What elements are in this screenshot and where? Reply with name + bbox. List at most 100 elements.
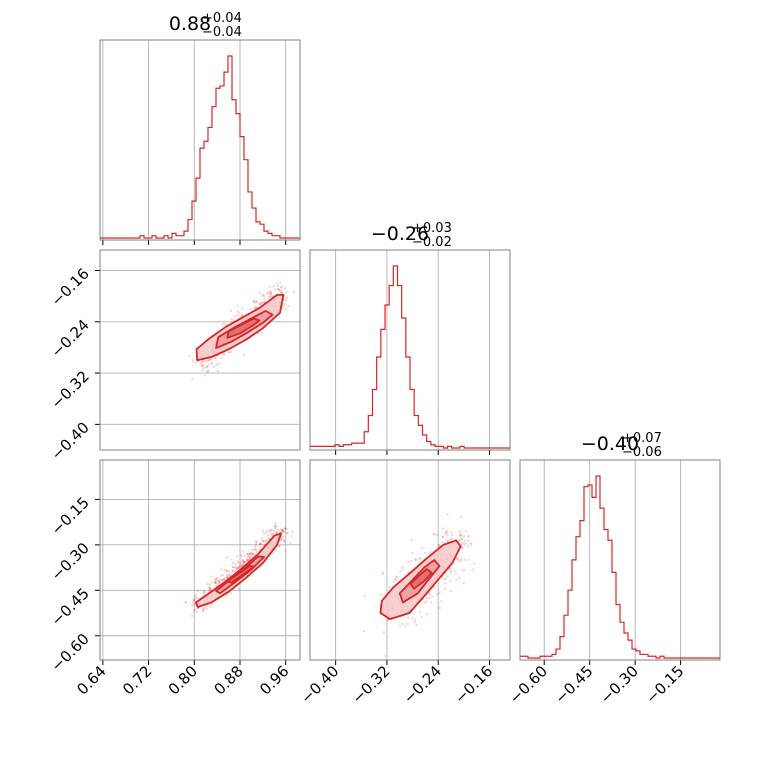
scatter-point: [251, 548, 254, 551]
scatter-point: [214, 579, 218, 582]
scatter-point: [207, 590, 210, 593]
scatter-point: [240, 561, 243, 564]
scatter-point: [455, 578, 458, 581]
scatter-point: [433, 586, 436, 589]
scatter-point: [263, 542, 266, 545]
scatter-point: [464, 542, 467, 545]
scatter-point: [265, 529, 268, 532]
scatter-point: [423, 601, 426, 604]
scatter-point: [192, 598, 196, 601]
scatter-point: [445, 571, 448, 575]
panel-title-lower-error: −0.02: [412, 235, 452, 250]
scatter-point: [243, 561, 246, 564]
scatter-point: [444, 530, 448, 533]
scatter-point: [444, 577, 448, 580]
panel-title-lower-error: −0.06: [622, 445, 662, 460]
scatter-point: [255, 300, 258, 304]
scatter-panel-param-3-vs-2: −0.40 −0.32 −0.24 −0.16: [297, 459, 511, 707]
scatter-point: [237, 566, 240, 569]
scatter-point: [446, 534, 449, 537]
scatter-point: [431, 595, 434, 598]
scatter-point: [223, 353, 226, 356]
scatter-point: [279, 281, 282, 284]
scatter-point: [247, 554, 250, 557]
scatter-point: [206, 604, 210, 607]
scatter-point: [262, 294, 265, 297]
scatter-point: [247, 558, 250, 561]
scatter-point: [410, 538, 413, 541]
density-contour: [409, 568, 433, 590]
scatter-point: [249, 552, 252, 555]
x-tick-label: −0.24: [400, 662, 445, 707]
scatter-point: [210, 362, 213, 365]
scatter-point: [463, 558, 467, 561]
scatter-point: [463, 568, 466, 571]
scatter-point: [281, 529, 284, 532]
scatter-point: [398, 624, 401, 627]
scatter-point: [213, 580, 216, 584]
scatter-point: [225, 594, 228, 598]
scatter-point: [425, 613, 429, 616]
scatter-point: [284, 526, 287, 529]
scatter-point: [427, 596, 431, 600]
scatter-point: [443, 577, 446, 580]
scatter-point: [462, 582, 465, 585]
scatter-point: [451, 534, 454, 537]
scatter-point: [443, 587, 446, 590]
scatter-point: [204, 605, 207, 608]
scatter-point: [202, 366, 205, 370]
scatter-point: [226, 569, 229, 572]
scatter-point: [205, 607, 208, 610]
scatter-point: [202, 608, 206, 611]
y-tick-label: −0.60: [48, 630, 93, 675]
scatter-point: [418, 557, 421, 560]
scatter-point: [275, 530, 278, 533]
scatter-point: [406, 622, 409, 626]
scatter-point: [460, 541, 464, 545]
scatter-point: [255, 548, 258, 551]
scatter-point: [234, 563, 237, 566]
scatter-point: [280, 285, 283, 288]
scatter-point: [258, 302, 261, 305]
scatter-point: [240, 564, 243, 567]
scatter-point: [190, 614, 194, 617]
scatter-point: [446, 539, 449, 542]
scatter-point: [260, 332, 263, 335]
scatter-point: [257, 332, 260, 335]
scatter-point: [253, 305, 257, 309]
histogram-step-line: [100, 55, 300, 239]
scatter-point: [249, 308, 253, 311]
scatter-point: [214, 577, 218, 580]
scatter-point: [414, 618, 417, 622]
scatter-point: [232, 319, 235, 322]
scatter-point: [246, 556, 249, 559]
scatter-point: [215, 576, 219, 580]
scatter-point: [269, 285, 272, 288]
x-tick-label: −0.30: [597, 662, 642, 707]
scatter-point: [433, 533, 436, 536]
histogram-panel-param-1: 0.88+0.04−0.04: [99, 11, 301, 245]
x-tick-label: 0.72: [119, 662, 155, 698]
x-tick-label: −0.40: [297, 662, 342, 707]
scatter-point: [282, 306, 285, 310]
scatter-point: [196, 589, 200, 593]
scatter-point: [201, 609, 204, 613]
x-tick-label: 0.80: [165, 662, 201, 698]
y-tick-label: −0.40: [48, 418, 93, 463]
scatter-point: [282, 529, 285, 532]
scatter-point: [380, 593, 383, 597]
scatter-point: [255, 550, 258, 553]
panel-title: −0.40: [581, 433, 639, 455]
scatter-point: [469, 542, 472, 545]
panel-frame: [519, 459, 721, 661]
scatter-point: [423, 551, 427, 555]
scatter-point: [411, 617, 414, 620]
scatter-point: [254, 307, 257, 310]
scatter-point: [269, 294, 273, 297]
scatter-point: [209, 605, 212, 608]
scatter-point: [237, 566, 240, 569]
scatter-point: [282, 540, 286, 544]
panel-title: −0.26: [371, 223, 429, 245]
scatter-point: [241, 559, 244, 562]
